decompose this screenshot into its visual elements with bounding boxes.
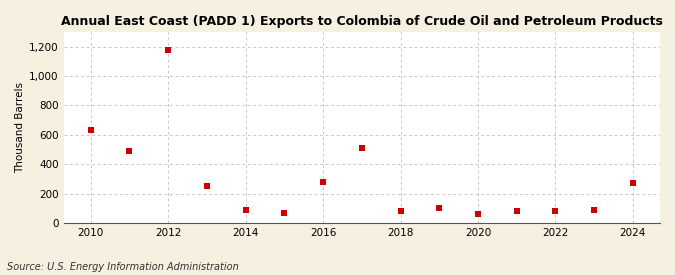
Y-axis label: Thousand Barrels: Thousand Barrels: [15, 82, 25, 173]
Point: [628, 180, 639, 185]
Point: [589, 208, 599, 212]
Point: [85, 128, 96, 133]
Point: [395, 208, 406, 213]
Title: Annual East Coast (PADD 1) Exports to Colombia of Crude Oil and Petroleum Produc: Annual East Coast (PADD 1) Exports to Co…: [61, 15, 663, 28]
Point: [240, 208, 251, 212]
Point: [318, 180, 329, 184]
Point: [434, 206, 445, 211]
Point: [124, 149, 135, 153]
Point: [163, 48, 173, 53]
Point: [512, 209, 522, 214]
Point: [472, 211, 483, 216]
Point: [279, 211, 290, 215]
Point: [550, 209, 561, 214]
Point: [356, 146, 367, 150]
Text: Source: U.S. Energy Information Administration: Source: U.S. Energy Information Administ…: [7, 262, 238, 272]
Point: [202, 184, 213, 189]
